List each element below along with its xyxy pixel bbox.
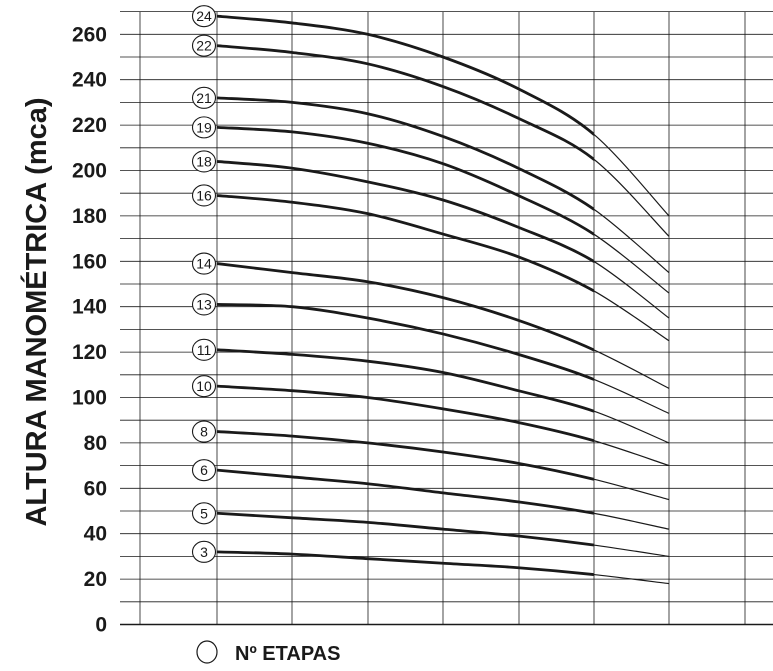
curve-bold-14	[216, 262, 594, 352]
curve-11	[216, 348, 670, 444]
stage-circle-icon	[191, 116, 217, 139]
y-tick-label: 80	[84, 432, 107, 455]
grid	[120, 11, 773, 626]
y-tick-label: 20	[84, 568, 107, 591]
curve-3	[216, 550, 670, 585]
curve-10	[216, 384, 670, 467]
stage-circle-icon	[191, 5, 217, 28]
curve-bold-21	[216, 96, 594, 211]
curve-21	[216, 96, 670, 274]
curve-bold-16	[216, 194, 594, 293]
curve-bold-11	[216, 348, 594, 413]
stage-label-5: 5	[200, 505, 208, 521]
curve-bold-13	[216, 303, 594, 381]
curve-bold-5	[216, 511, 594, 547]
y-axis-label: ALTURA MANOMÉTRICA (mca)	[19, 97, 53, 526]
curve-14	[216, 262, 670, 389]
curve-18	[216, 160, 670, 319]
curve-19	[216, 125, 670, 294]
curve-bold-18	[216, 160, 594, 263]
curve-bold-10	[216, 384, 594, 443]
stage-label-21: 21	[196, 90, 212, 106]
stage-circle-icon	[191, 252, 217, 275]
stage-circle-icon	[191, 293, 217, 316]
stage-circle-icon	[191, 34, 217, 57]
stage-circle-icon	[191, 459, 217, 482]
stage-label-3: 3	[200, 544, 208, 560]
y-tick-label: 160	[72, 250, 107, 273]
stage-label-24: 24	[196, 8, 212, 24]
y-axis-ticks: 0 20 40 60 80 100 120 140 160 180 200 220 240 260	[72, 23, 107, 636]
curve-bold-22	[216, 44, 594, 161]
stage-label-6: 6	[200, 462, 208, 478]
legend: Nº ETAPAS	[196, 640, 340, 665]
curve-bold-3	[216, 550, 594, 576]
stage-circle-icon	[191, 540, 217, 563]
y-tick-label: 240	[72, 69, 107, 92]
stage-label-8: 8	[200, 424, 208, 440]
y-tick-label: 260	[72, 23, 107, 46]
curve-bold-8	[216, 430, 594, 481]
curve-bold-24	[216, 14, 594, 137]
y-tick-label: 60	[84, 477, 107, 500]
curve-bold-19	[216, 125, 594, 236]
stage-label-11: 11	[197, 342, 212, 358]
curve-5	[216, 511, 670, 557]
stage-circle-icon	[191, 502, 217, 525]
stage-label-22: 22	[196, 38, 212, 54]
stage-circle-icon	[191, 150, 217, 173]
stage-circle-icon	[191, 338, 217, 361]
y-tick-label: 200	[72, 160, 107, 183]
stage-label-19: 19	[196, 119, 212, 135]
stage-label-16: 16	[196, 187, 212, 203]
curve-22	[216, 44, 670, 237]
curve-16	[216, 194, 670, 342]
y-tick-label: 180	[72, 205, 107, 228]
curve-24	[216, 14, 670, 217]
y-tick-label: 0	[95, 614, 107, 637]
stage-label-10: 10	[196, 378, 212, 394]
curve-6	[216, 468, 670, 530]
legend-circle-icon	[196, 640, 218, 664]
y-tick-label: 100	[72, 387, 107, 410]
y-tick-label: 140	[72, 296, 107, 319]
stage-label-14: 14	[196, 256, 212, 272]
stage-circle-icon	[191, 375, 217, 398]
curves	[216, 14, 670, 585]
curve-13	[216, 303, 670, 414]
stage-circle-icon	[191, 86, 217, 109]
legend-label: Nº ETAPAS	[235, 643, 340, 665]
stage-circle-icon	[191, 184, 217, 207]
y-tick-label: 120	[72, 341, 107, 364]
stage-labels: 24 22 21 19 18 16 14 13 11 10 8 6 5 3	[191, 5, 217, 563]
curve-bold-6	[216, 468, 594, 515]
y-tick-label: 220	[72, 114, 107, 137]
stage-label-18: 18	[196, 153, 212, 169]
y-tick-label: 40	[84, 523, 107, 546]
stage-circle-icon	[191, 420, 217, 443]
curve-8	[216, 430, 670, 501]
stage-label-13: 13	[196, 296, 212, 312]
